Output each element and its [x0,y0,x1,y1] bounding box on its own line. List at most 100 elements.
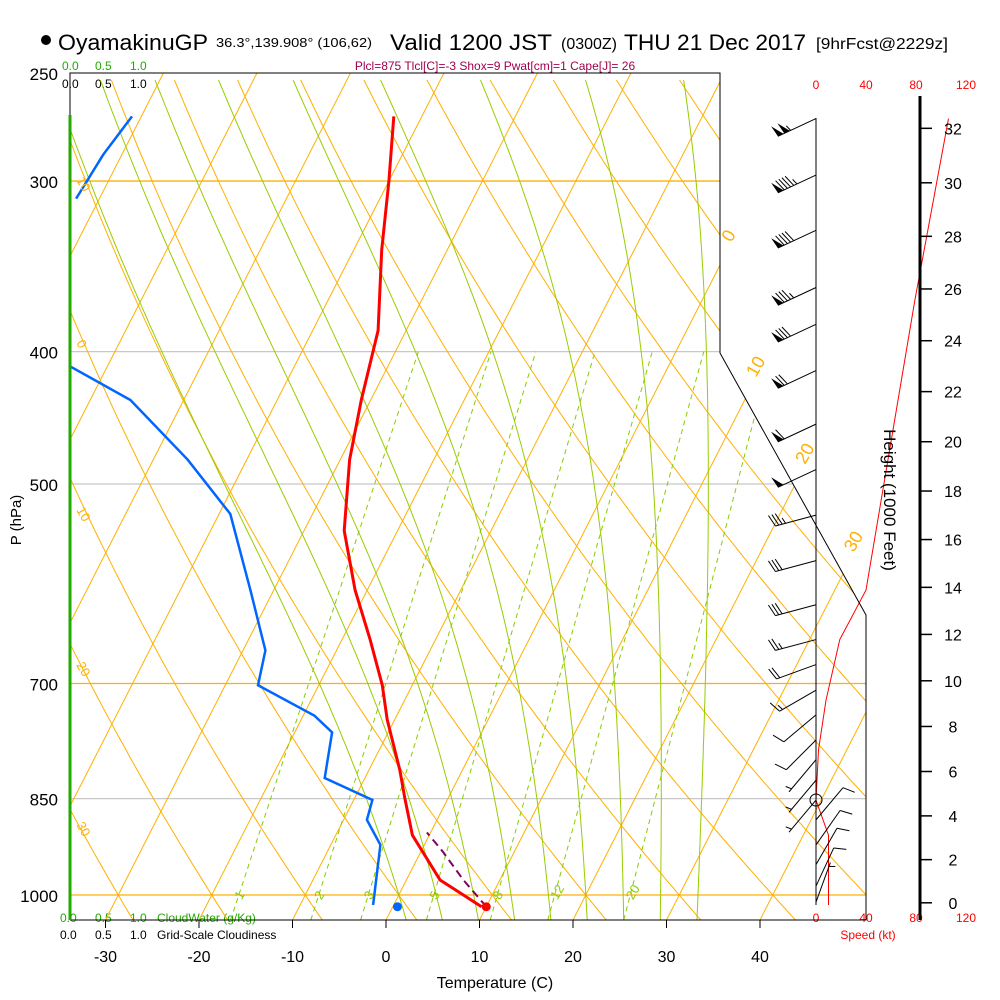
wind-barb-feather [778,178,788,189]
height-tick-label: 8 [949,719,958,736]
isotherm-label: 0 [717,226,739,245]
forecast-info: [9hrFcst@2229z] [816,36,948,53]
isotherm-label: 20 [791,440,818,467]
dry-adiabat-label: 20 [73,659,93,679]
dry-adiabat [426,79,866,920]
moist-adiabat [154,79,479,920]
wind-barb [768,513,817,527]
x-axis-title: Temperature (C) [437,975,553,992]
wind-barb-pennant [777,123,790,134]
dry-adiabat [552,79,866,920]
wind-barb [771,370,817,389]
wind-barb-feather [775,180,785,191]
wind-barb-feather [771,603,780,616]
wind-barb [768,558,817,572]
wind-barb-feather [771,667,781,679]
dry-adiabat-label: 10 [73,504,93,524]
mixing-ratio-line [360,351,537,920]
wind-barb-feather [778,234,788,244]
isotherm [105,73,538,920]
wind-barb [815,862,836,903]
wind-barb-feather [768,668,777,680]
plot-frame [69,72,867,921]
dry-adiabat-label: 10 [73,174,93,194]
dewpoint-trace [75,115,133,200]
mixing-ratio-line [425,351,596,920]
mixing-ratio-line [310,351,492,920]
x-tick-label: -20 [187,949,210,966]
speed-tick-label-top: 120 [956,78,976,92]
mixing-ratio-line [547,351,705,920]
mixing-ratio-line [230,351,419,920]
wind-barb-feather [781,232,791,243]
wind-barb-feather [778,291,788,302]
cloudwater-label: CloudWater (g/Kg) [157,911,256,925]
station-bullet-icon [41,35,51,45]
dry-adiabat-label: 0 [73,337,90,351]
speed-tick-label-bottom: 0 [813,911,820,925]
wind-barb [771,118,817,137]
height-tick-label: 20 [944,435,962,452]
wind-barb-staff [775,604,817,617]
wind-barb-feather [842,787,855,793]
moist-adiabat [585,79,662,920]
mixing-ratio-label: 8 [490,888,507,902]
dewpoint-trace [69,365,382,906]
height-tick-label: 18 [944,484,962,501]
cloudiness-tick: 0.0 [60,928,77,942]
wind-barb [785,759,817,793]
wind-barb-half-feather [789,292,795,299]
x-tick-label: 10 [471,949,489,966]
wind-barb-pennant [771,332,784,343]
moist-adiabat [70,79,407,920]
wind-barb [771,287,817,306]
moist-adiabat [683,79,709,920]
speed-tick-label-top: 40 [859,78,873,92]
wind-barb-feather [781,326,791,337]
mixing-ratio-label: 2 [311,888,328,902]
moist-adiabat [480,79,625,920]
mixing-ratio-line [489,351,653,920]
wind-barb-pennant [771,378,784,389]
isotherm-label: 10 [742,353,769,380]
wind-barb-feather [836,827,850,832]
isotherm [70,73,258,920]
wind-barb [771,423,817,443]
wind-barb-feather [774,763,787,771]
height-tick-label: 4 [949,809,958,826]
cloudiness-tick: 0.0 [62,77,79,91]
wind-barb [769,689,817,712]
isotherm [759,73,866,920]
dry-adiabat [237,79,796,920]
cloudwater-tick: 0.5 [95,59,112,73]
cloudiness-tick: 0.5 [95,77,112,91]
dry-adiabat [70,79,229,920]
wind-barb-pennant [771,295,784,306]
wind-barb-half-feather [792,179,798,185]
station-location: 36.3°,139.908° (106,62) [216,35,372,50]
wind-barb-feather [768,560,776,572]
wind-barb-staff [777,423,817,443]
height-tick-label: 12 [944,627,962,644]
wind-barb-feather [774,558,783,570]
wind-barb-feather [768,604,776,616]
wind-barb-feather [771,514,780,526]
wind-barb-feather [775,329,785,340]
wind-barb-feather [772,734,785,743]
height-tick-label: 30 [944,176,962,193]
x-tick-label: 30 [658,949,676,966]
wind-barb-feather [775,292,785,303]
height-tick-label: 22 [944,385,962,402]
wind-barb-feather [768,515,776,527]
dry-adiabat [363,79,866,920]
wind-barb-feather [768,639,776,651]
wind-barb-half-feather [781,517,786,524]
wind-barb-pennant [771,126,784,137]
mixing-ratio-label: 5 [426,888,443,902]
wind-barb-staff [779,689,817,712]
height-tick-label: 32 [944,121,962,138]
wind-barb-staff [776,664,817,680]
height-tick-label: 28 [944,229,962,246]
isotherm [70,73,351,920]
